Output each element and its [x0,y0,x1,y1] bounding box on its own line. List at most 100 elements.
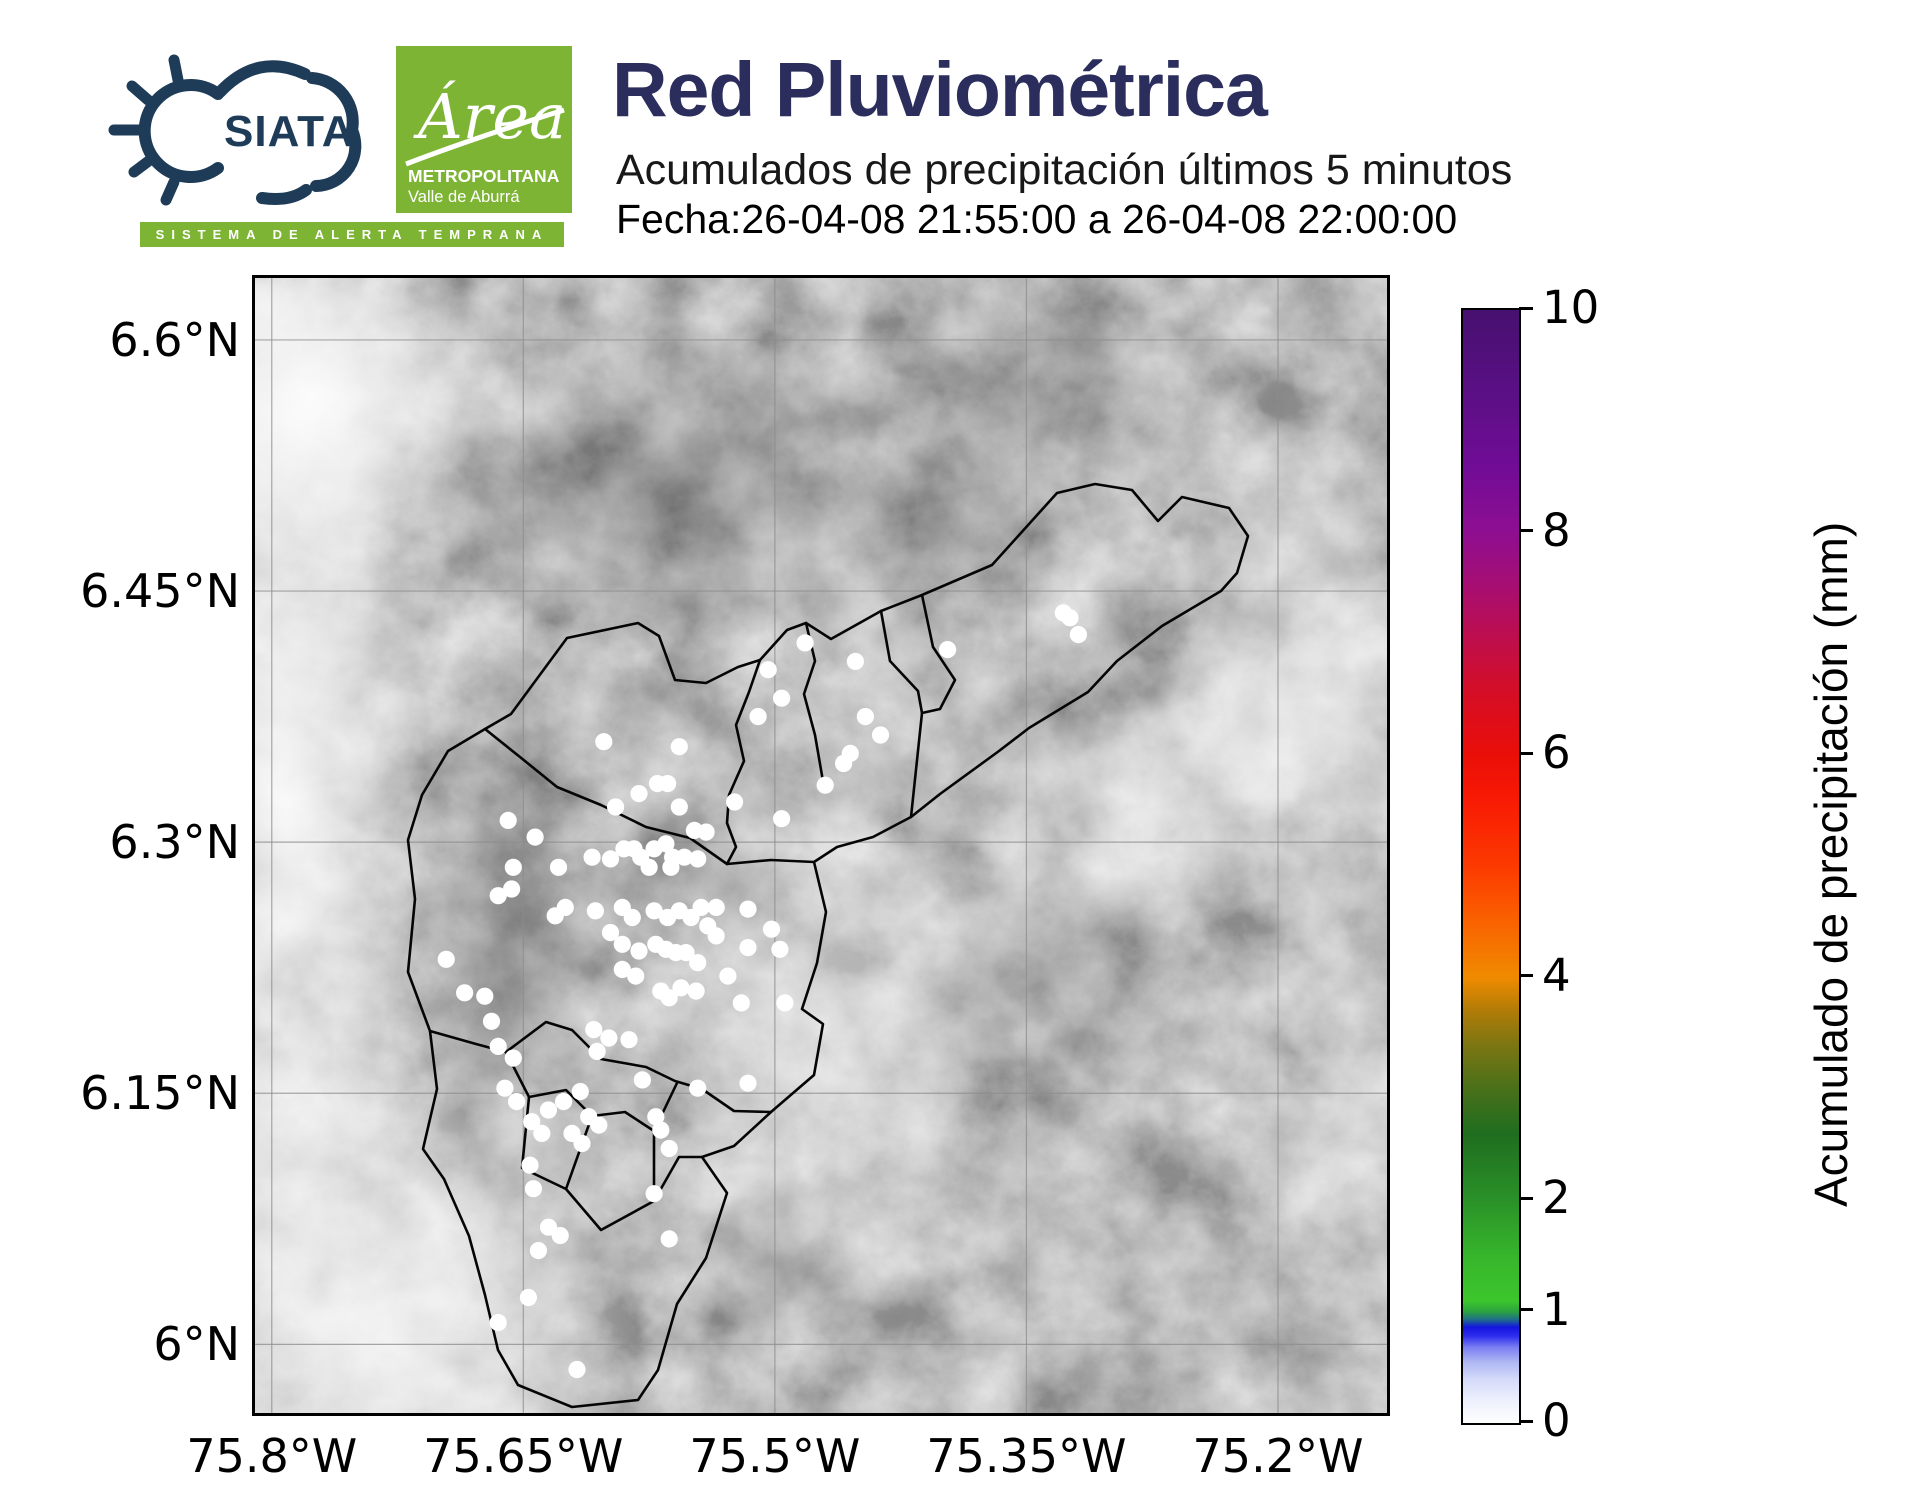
station-dot [489,1037,507,1055]
sun-arc-icon [138,79,224,183]
station-dot [659,775,677,793]
x-tick-label: 75.8°W [186,1429,358,1483]
y-tick-label: 6.6°N [109,312,240,367]
map-panel [252,275,1390,1416]
station-dot [482,1012,501,1030]
station-dot [672,979,690,997]
station-dot [816,776,834,794]
station-dot [739,900,757,918]
station-dot [456,984,474,1002]
station-dot [499,811,517,830]
area-line2: Valle de Aburrá [408,188,520,206]
station-dot [523,1113,541,1131]
station-dot [749,708,767,726]
siata-logo-text: SIATA [224,107,354,156]
station-dot [526,828,544,846]
area-metropolitana-logo: Área METROPOLITANA Valle de Aburrá [396,46,572,213]
station-dot [652,1121,670,1139]
station-dot [524,1180,542,1198]
rain-gauge-stations [437,604,1087,1379]
y-tick-label: 6.3°N [109,815,240,870]
station-dot [623,908,641,927]
station-dot [1061,609,1079,627]
station-dot [689,1079,707,1097]
station-dot [573,1134,591,1153]
colorbar-tick-mark [1519,974,1533,978]
station-dot [657,835,675,853]
station-dot [707,927,725,945]
station-dot [627,967,645,985]
x-tick-label: 75.2°W [1192,1429,1364,1483]
sun-rays-icon [108,54,184,206]
x-tick-label: 75.5°W [689,1429,861,1483]
station-dot [645,1185,663,1203]
colorbar-tick-mark [1519,751,1533,755]
station-dot [613,960,631,979]
station-dot [675,848,693,866]
station-dot [504,858,522,876]
station-dot [939,641,957,659]
station-dot [856,708,875,726]
station-dot [796,634,814,652]
station-dot [437,950,455,968]
colorbar-tick-label: 8 [1542,503,1571,557]
station-dot [503,880,521,898]
siata-tagline-bar: SISTEMA DE ALERTA TEMPRANA [140,222,564,247]
station-dot [529,1242,547,1260]
station-dot [521,1156,539,1174]
station-dot [762,920,781,938]
page-title: Red Pluviométrica [612,47,1268,133]
graticule-gridlines [255,278,1387,1413]
siata-logo: SIATA [108,54,362,206]
y-tick-label: 6°N [153,1317,240,1372]
colorbar-tick-label: 4 [1542,948,1571,1002]
station-dot [585,1021,603,1039]
terrain-shading [255,278,1387,1413]
x-tick-label: 75.35°W [926,1429,1127,1483]
station-dot [533,1124,551,1142]
station-dot [773,810,791,828]
page-subtitle: Acumulados de precipitación últimos 5 mi… [616,146,1513,194]
station-dot [660,1230,678,1248]
colorbar-axis-label: Acumulado de precipitación (mm) [1805,521,1857,1208]
cloud-icon [214,60,362,205]
station-dot [504,1049,522,1067]
colorbar-tick-label: 1 [1542,1282,1571,1336]
station-dot [660,989,678,1007]
station-dot [508,1093,526,1111]
colorbar-tick-mark [1519,1419,1533,1423]
station-dot [583,848,601,866]
station-dot [620,1031,638,1049]
station-dot [613,935,631,953]
area-swoosh-icon [405,107,565,167]
precipitation-colorbar [1461,308,1521,1425]
colorbar-tick-label: 6 [1542,726,1571,780]
y-tick-label: 6.45°N [80,564,240,619]
station-dot [670,738,688,756]
station-dot [489,887,507,905]
station-dot [549,858,568,876]
station-dot [555,1093,573,1111]
station-dot [677,944,695,962]
colorbar-tick-mark [1519,306,1533,310]
station-dot [601,850,620,868]
station-dot [476,987,494,1005]
station-dot [707,898,725,917]
station-dot [601,924,620,942]
colorbar-tick-mark [1519,1196,1533,1200]
station-dot [697,823,715,841]
station-dot [630,942,648,960]
station-dot [600,1029,618,1047]
station-dot [586,902,604,920]
station-dot [662,858,680,876]
station-dot [1069,626,1087,644]
station-dot [687,982,705,1000]
station-dot [640,858,658,876]
station-dot [846,652,865,670]
station-dot [571,1083,589,1101]
terrain-map [255,278,1387,1413]
station-dot [590,1116,608,1134]
station-dot [771,940,789,958]
station-dot [660,1139,678,1158]
